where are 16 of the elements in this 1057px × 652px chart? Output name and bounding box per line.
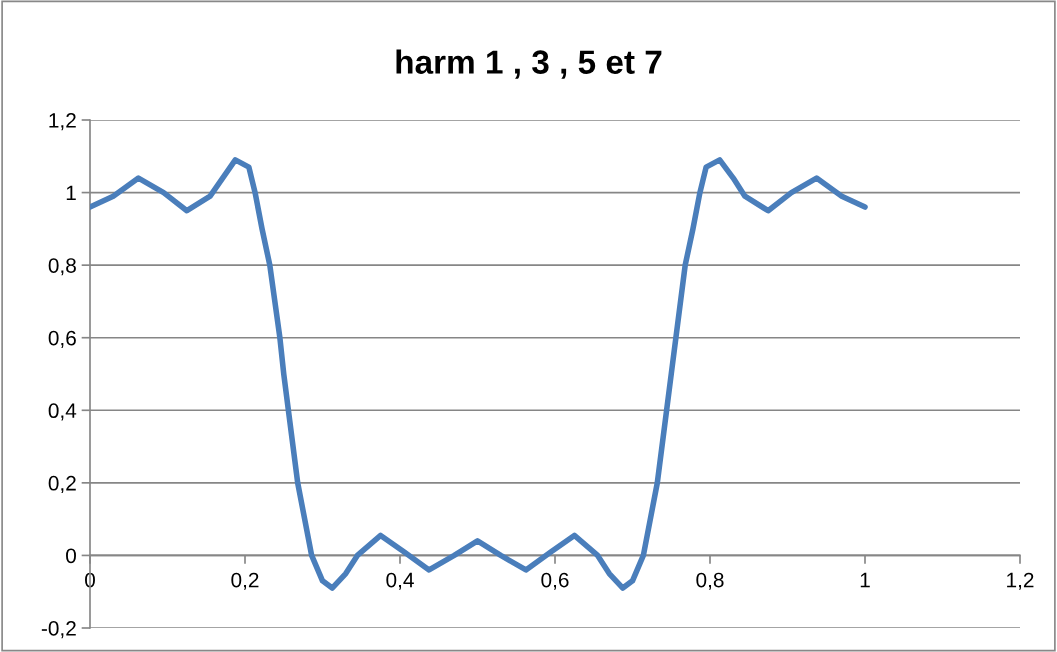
y-tick-label: 0,8 [48,258,76,276]
chart-title: harm 1 , 3 , 5 et 7 [396,49,662,79]
x-tick-label: 1,2 [1007,572,1034,590]
y-tick-label: 0,4 [48,403,77,421]
y-tick-label: 1 [66,185,76,201]
x-tick-label: 0,2 [231,572,259,590]
y-tick-label: 0,6 [48,330,76,348]
x-tick-label: 0,6 [541,572,569,590]
y-tick-label: -0,2 [41,621,76,639]
x-tick-label: 0 [85,572,95,588]
y-tick-label: 0,2 [48,475,76,494]
y-tick-label: 1,2 [49,113,76,131]
y-tick-label: 0 [66,548,76,564]
x-tick-label: 0,4 [386,572,414,590]
x-tick-label: 1 [860,572,870,588]
x-tick-label: 0,8 [696,572,724,590]
